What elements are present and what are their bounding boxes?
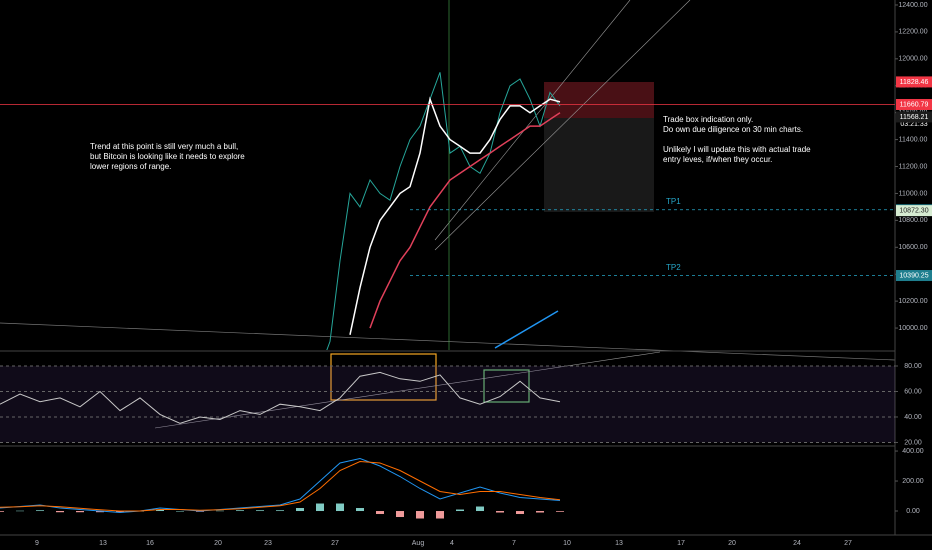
histogram-bar — [276, 510, 284, 512]
x-tick-label: 20 — [214, 540, 222, 547]
histogram-bar — [0, 511, 4, 512]
histogram-bar — [316, 503, 324, 512]
histogram-bar — [536, 511, 544, 513]
series-line — [0, 457, 561, 514]
green-box — [483, 369, 530, 403]
trendline — [494, 310, 559, 349]
histogram-bar — [416, 511, 424, 519]
histogram-bar — [356, 508, 364, 512]
y-tick-label: 12200.00 — [898, 29, 927, 36]
x-tick-label: 20 — [728, 540, 736, 547]
y-tick-label: 11000.00 — [899, 190, 928, 197]
y-tick-label: 12400.00 — [898, 2, 927, 9]
price-tag-label: 10390.25 — [899, 272, 928, 279]
y-tick-label: 0.00 — [906, 508, 920, 515]
histogram-bar — [236, 510, 244, 512]
histogram-bar — [296, 508, 304, 512]
x-tick-label: 9 — [35, 540, 39, 547]
countdown: 03:21:33 — [900, 121, 927, 128]
x-tick-label: 13 — [99, 540, 107, 547]
histogram-bar — [76, 511, 84, 513]
histogram-bar — [156, 509, 164, 512]
y-tick-label: 12000.00 — [898, 56, 927, 63]
price-panel — [326, 72, 561, 350]
series-line — [0, 460, 561, 512]
annotation: Trend at this point is still very much a… — [90, 142, 245, 171]
y-tick-label: 10000.00 — [898, 325, 927, 332]
annotation: Trade box indication only. Do own due di… — [663, 115, 811, 164]
histogram-bar — [176, 511, 184, 512]
price-tag-label: 11660.79 — [900, 101, 929, 108]
price-tag-label: 11568.21 — [900, 114, 929, 121]
histogram-bar — [516, 511, 524, 515]
x-tick-label: 4 — [450, 540, 454, 547]
series-line — [349, 96, 561, 335]
series-line — [326, 72, 561, 350]
y-tick-label: 11200.00 — [899, 163, 928, 170]
x-tick-label: 27 — [844, 540, 852, 547]
y-tick-label: 10800.00 — [898, 217, 927, 224]
x-tick-label: 23 — [264, 540, 272, 547]
histogram-bar — [116, 511, 124, 513]
y-tick-label: 60.00 — [904, 388, 922, 395]
x-tick-label: 24 — [793, 540, 801, 547]
price-tag — [896, 111, 932, 123]
orange-box — [330, 353, 437, 401]
histogram-bar — [16, 510, 24, 512]
price-tag — [896, 270, 932, 282]
histogram-bar — [396, 511, 404, 518]
price-tag-label: 11828.46 — [900, 79, 929, 86]
y-tick-label: 11400.00 — [899, 136, 928, 143]
histogram-bar — [376, 511, 384, 515]
x-tick-label: 27 — [331, 540, 339, 547]
trendline — [434, 0, 691, 251]
y-tick-label: 20.00 — [904, 439, 922, 446]
y-tick-label: 40.00 — [904, 414, 922, 421]
trendline — [154, 351, 661, 429]
price-tag — [896, 98, 932, 110]
tp-label: TP1 — [666, 197, 681, 206]
histogram-bar — [96, 511, 104, 513]
target-box — [544, 118, 654, 212]
histogram-bar — [256, 510, 264, 512]
price-tag-label: 10872.30 — [899, 207, 928, 214]
x-tick-label: 13 — [615, 540, 623, 547]
histogram-bar — [496, 511, 504, 513]
y-tick-label: 10200.00 — [898, 298, 927, 305]
stop-box — [544, 82, 654, 118]
y-tick-label: 400.00 — [902, 448, 924, 455]
x-tick-label: 16 — [146, 540, 154, 547]
x-tick-label: 10 — [563, 540, 571, 547]
price-tag — [896, 76, 932, 88]
y-tick-label: 80.00 — [904, 363, 922, 370]
tp-label: TP2 — [666, 263, 681, 272]
rsi-band — [0, 366, 895, 443]
series-line — [0, 371, 561, 424]
series-line — [369, 112, 561, 329]
histogram-bar — [476, 506, 484, 512]
histogram-bar — [556, 511, 564, 512]
histogram-bar — [216, 510, 224, 512]
histogram-bar — [36, 510, 44, 512]
trendline — [0, 322, 896, 361]
y-tick-label: 10600.00 — [898, 244, 927, 251]
histogram-bar — [336, 503, 344, 512]
histogram-bar — [56, 511, 64, 513]
trendline — [434, 0, 631, 241]
y-tick-label: 200.00 — [902, 478, 924, 485]
x-tick-label: 17 — [677, 540, 685, 547]
x-tick-label: Aug — [412, 540, 425, 547]
histogram-bar — [436, 511, 444, 519]
histogram-bar — [456, 509, 464, 512]
x-tick-label: 7 — [512, 540, 516, 547]
price-tag — [896, 205, 932, 217]
